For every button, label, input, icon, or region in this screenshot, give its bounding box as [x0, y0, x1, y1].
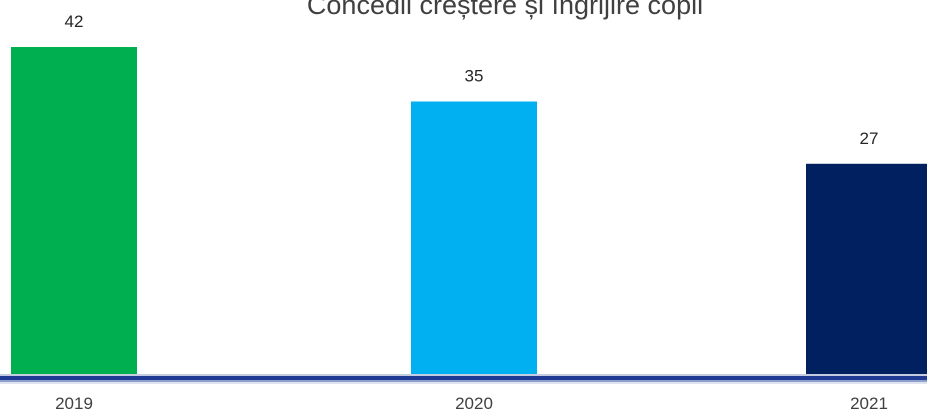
x-tick-label-2020: 2020 — [455, 394, 493, 413]
bar-2020 — [411, 101, 537, 374]
x-tick-label-2019: 2019 — [55, 394, 93, 413]
data-label-2020: 35 — [465, 67, 484, 86]
bars-layer — [11, 47, 927, 374]
x-tick-label-2021: 2021 — [850, 394, 888, 413]
data-label-2019: 42 — [65, 12, 84, 31]
bar-2019 — [11, 47, 137, 374]
bar-2021 — [806, 163, 927, 374]
chart-title: Concedii creștere și îngrijire copii — [307, 0, 703, 20]
labels-layer: 42 2019 35 2020 27 2021 — [55, 12, 888, 413]
x-axis-baseline — [0, 374, 927, 384]
data-label-2021: 27 — [860, 129, 879, 148]
